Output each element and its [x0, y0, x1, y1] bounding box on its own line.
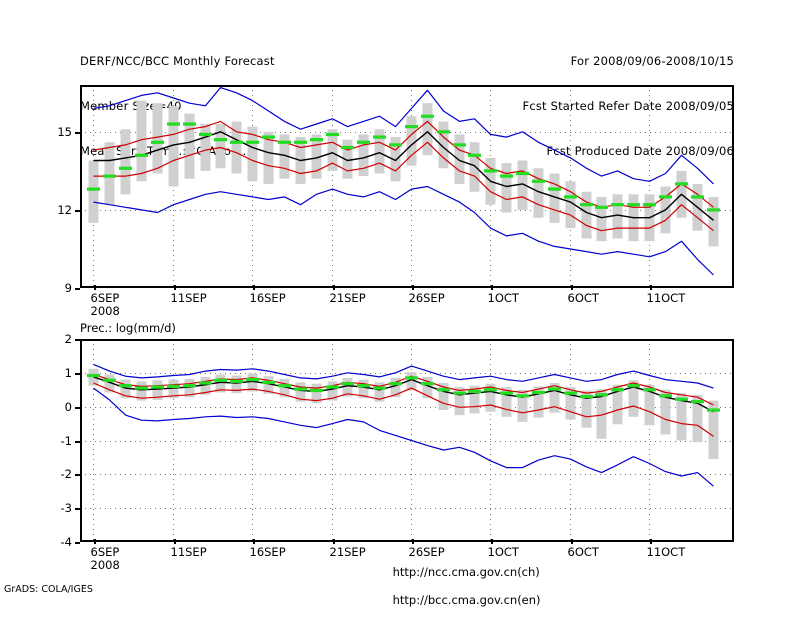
x-axis-tick-label: 11OCT — [646, 291, 686, 305]
x-axis-year-label: 2008 — [90, 558, 120, 572]
x-axis-tick-label: 1OCT — [487, 291, 519, 305]
precipitation-panel-title: Prec.: log(mm/d) — [80, 321, 176, 335]
x-tick-mark — [252, 285, 255, 290]
grads-credit: GrADS: COLA/IGES — [4, 584, 93, 595]
y-tick-mark — [75, 406, 80, 409]
y-axis-tick-label: 1 — [64, 365, 72, 380]
y-axis-tick-label: 0 — [64, 399, 72, 414]
x-axis-tick-label: 6SEP — [90, 291, 120, 305]
x-axis-tick-label: 16SEP — [249, 545, 286, 559]
precipitation-plot — [75, 339, 734, 544]
temperature-plot-top-border — [80, 85, 734, 87]
x-tick-mark — [173, 539, 176, 544]
x-tick-mark — [93, 539, 96, 544]
y-axis-tick-label: -1 — [60, 433, 72, 448]
x-tick-mark — [252, 539, 255, 544]
y-tick-mark — [75, 474, 80, 477]
y-tick-mark — [75, 339, 80, 341]
x-tick-mark — [411, 539, 414, 544]
x-axis-tick-label: 6SEP — [90, 545, 120, 559]
precipitation-plot-right-border — [732, 339, 734, 542]
y-tick-mark — [75, 372, 80, 375]
header-right-block: For 2008/09/06-2008/10/15 Fcst Started R… — [523, 24, 735, 189]
y-axis-tick-label: 9 — [64, 281, 72, 295]
forecast-period-label: For 2008/09/06-2008/10/15 — [570, 54, 734, 68]
temperature-plot-frame — [80, 85, 734, 288]
x-tick-mark — [173, 285, 176, 290]
y-axis-tick-label: 15 — [57, 124, 72, 139]
temperature-plot — [75, 85, 734, 290]
y-axis-tick-label: 2 — [64, 332, 72, 346]
y-tick-mark — [75, 542, 80, 544]
x-axis-tick-label: 1OCT — [487, 545, 519, 559]
x-axis-tick-label: 21SEP — [329, 291, 366, 305]
footer-urls: http://ncc.cma.gov.cn(ch) http://bcc.cma… — [378, 551, 541, 621]
x-tick-mark — [93, 285, 96, 290]
y-tick-mark — [75, 508, 80, 511]
y-tick-mark — [75, 209, 80, 212]
y-axis-tick-label: -2 — [60, 467, 72, 482]
x-tick-mark — [649, 285, 652, 290]
x-tick-mark — [332, 539, 335, 544]
x-tick-mark — [649, 539, 652, 544]
y-tick-mark — [75, 288, 80, 290]
y-axis-tick-label: 12 — [57, 202, 72, 217]
x-axis-tick-label: 6OCT — [567, 291, 599, 305]
y-tick-mark — [75, 440, 80, 443]
x-tick-mark — [411, 285, 414, 290]
x-tick-mark — [490, 539, 493, 544]
x-axis-tick-label: 26SEP — [408, 545, 445, 559]
x-axis-tick-label: 6OCT — [567, 545, 599, 559]
forecast-start-label: Fcst Started Refer Date 2008/09/05 — [522, 99, 734, 113]
x-axis-year-label: 2008 — [90, 304, 120, 318]
x-tick-mark — [570, 285, 573, 290]
forecast-chart-page: DERF/NCC/BCC Monthly Forecast Member Siz… — [4, 24, 735, 607]
chart-title: DERF/NCC/BCC Monthly Forecast — [80, 54, 275, 68]
y-axis-tick-label: -4 — [60, 535, 72, 549]
precipitation-plot-canvas — [80, 339, 734, 542]
x-tick-mark — [332, 285, 335, 290]
x-axis-tick-label: 16SEP — [249, 291, 286, 305]
precipitation-plot-frame — [80, 339, 734, 542]
x-tick-mark — [490, 285, 493, 290]
ncc-url-link[interactable]: http://ncc.cma.gov.cn(ch) — [392, 565, 540, 579]
precipitation-plot-top-border — [80, 339, 734, 341]
x-axis-tick-label: 26SEP — [408, 291, 445, 305]
x-axis-tick-label: 21SEP — [329, 545, 366, 559]
forecast-produced-label: Fcst Produced Date 2008/09/06 — [546, 144, 734, 158]
temperature-plot-right-border — [732, 85, 734, 288]
temperature-plot-canvas — [80, 85, 734, 288]
x-axis-tick-label: 11SEP — [170, 545, 207, 559]
x-tick-mark — [570, 539, 573, 544]
bcc-url-link[interactable]: http://bcc.cma.gov.cn(en) — [392, 593, 541, 607]
x-axis-tick-label: 11SEP — [170, 291, 207, 305]
y-axis-tick-label: -3 — [60, 501, 72, 516]
x-axis-tick-label: 11OCT — [646, 545, 686, 559]
y-tick-mark — [75, 131, 80, 134]
